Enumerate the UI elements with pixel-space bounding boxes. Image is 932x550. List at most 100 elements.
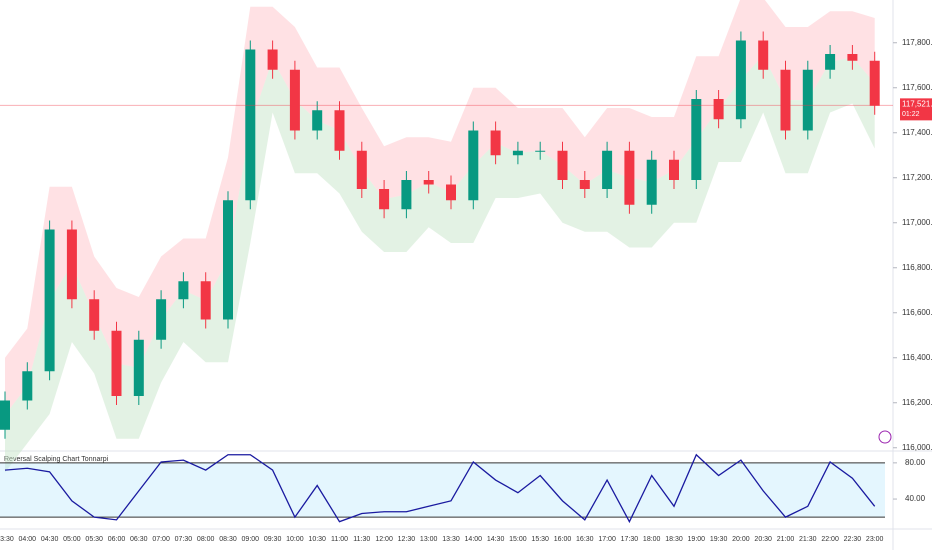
candle-body: [423, 180, 434, 185]
alert-icon[interactable]: [878, 430, 892, 444]
x-tick-label: 03:30: [0, 536, 14, 543]
price-tag: [900, 98, 932, 121]
candle-body: [44, 229, 55, 372]
upper-band: [5, 0, 875, 416]
x-tick-label: 08:00: [197, 536, 215, 543]
candle-body: [401, 180, 412, 210]
x-tick-label: 11:30: [353, 536, 370, 543]
x-tick-label: 18:00: [643, 536, 661, 543]
x-tick-label: 21:00: [777, 536, 795, 543]
x-tick-label: 12:30: [398, 536, 416, 543]
candle-body: [602, 150, 613, 189]
x-tick-label: 15:00: [509, 536, 527, 543]
x-tick-label: 04:30: [41, 536, 59, 543]
y-tick-label: 117,600.00: [902, 83, 932, 92]
candle-body: [780, 69, 791, 131]
level-fill: [0, 462, 885, 518]
candle-body: [89, 299, 100, 331]
x-tick-label: 14:00: [465, 536, 483, 543]
candle-body: [200, 281, 211, 320]
x-tick-label: 04:00: [19, 536, 37, 543]
price-label: 117,521.72: [902, 99, 932, 108]
x-tick-label: 20:30: [754, 536, 772, 543]
y-tick-label: 117,200.00: [902, 173, 932, 182]
candle-body: [557, 150, 568, 180]
y-tick-label: 116,400.00: [902, 353, 932, 362]
x-tick-label: 10:30: [308, 536, 326, 543]
candle-body: [512, 150, 523, 156]
candle-body: [735, 40, 746, 120]
x-tick-label: 17:00: [598, 536, 616, 543]
x-tick-label: 22:30: [844, 536, 862, 543]
x-tick-label: 05:30: [85, 536, 103, 543]
x-tick-label: 17:30: [621, 536, 639, 543]
x-tick-label: 21:30: [799, 536, 817, 543]
candle-body: [825, 54, 836, 70]
x-tick-label: 18:30: [665, 536, 683, 543]
oscillator-line: [4, 453, 876, 524]
candle-body: [802, 69, 813, 131]
x-tick-label: 20:00: [732, 536, 750, 543]
candle-body: [156, 299, 167, 340]
candle-body: [0, 400, 10, 430]
x-tick-label: 09:30: [264, 536, 282, 543]
x-tick-label: 19:00: [688, 536, 706, 543]
y-tick-label: 80.00: [905, 458, 926, 467]
candle-body: [267, 49, 278, 70]
x-tick-label: 09:00: [242, 536, 260, 543]
x-tick-label: 16:00: [554, 536, 572, 543]
candle-body: [847, 54, 858, 61]
candle-body: [312, 110, 323, 131]
candle-body: [468, 130, 479, 201]
x-tick-label: 05:00: [63, 536, 81, 543]
x-tick-label: 07:30: [175, 536, 193, 543]
candle-body: [223, 200, 233, 320]
candle-body: [713, 99, 724, 120]
y-tick-label: 40.00: [905, 494, 926, 503]
x-tick-label: 12:00: [375, 536, 393, 543]
y-tick-label: 117,400.00: [902, 128, 932, 137]
y-tick-label: 117,000.00: [902, 218, 932, 227]
candle-body: [646, 159, 657, 205]
y-tick-label: 116,000.00: [902, 443, 932, 452]
candle-body: [133, 339, 144, 396]
x-tick-label: 11:00: [331, 536, 348, 543]
candle-body: [669, 159, 679, 180]
candle-body: [22, 371, 33, 401]
x-tick-label: 14:30: [487, 536, 505, 543]
y-tick-label: 116,800.00: [902, 263, 932, 272]
x-tick-label: 13:00: [420, 536, 438, 543]
countdown: 01:22: [902, 111, 920, 118]
x-tick-label: 13:30: [442, 536, 460, 543]
candle-body: [289, 69, 300, 131]
candle-body: [111, 330, 122, 396]
x-tick-label: 19:30: [710, 536, 728, 543]
x-tick-label: 08:30: [219, 536, 237, 543]
candle-body: [869, 60, 880, 106]
candle-body: [490, 130, 501, 156]
candle-body: [178, 281, 189, 300]
candle-body: [66, 229, 77, 300]
candle-body: [245, 49, 256, 201]
candle-body: [446, 184, 456, 201]
x-tick-label: 06:30: [130, 536, 148, 543]
candle-body: [535, 150, 546, 152]
x-tick-label: 06:00: [108, 536, 126, 543]
y-tick-label: 116,200.00: [902, 398, 932, 407]
y-tick-label: 116,600.00: [902, 308, 932, 317]
x-tick-label: 07:00: [152, 536, 170, 543]
x-tick-label: 15:30: [531, 536, 549, 543]
candle-body: [624, 150, 635, 205]
x-tick-label: 23:00: [866, 536, 884, 543]
x-tick-label: 10:00: [286, 536, 304, 543]
candle-body: [579, 180, 590, 189]
candle-body: [379, 189, 390, 210]
candle-body: [691, 99, 702, 180]
x-tick-label: 16:30: [576, 536, 594, 543]
y-tick-label: 117,800.00: [902, 38, 932, 47]
indicator-title: Reversal Scalping Chart Tonnarpi: [4, 456, 109, 463]
candle-body: [334, 110, 345, 151]
candle-body: [356, 150, 367, 189]
candle-body: [758, 40, 769, 70]
